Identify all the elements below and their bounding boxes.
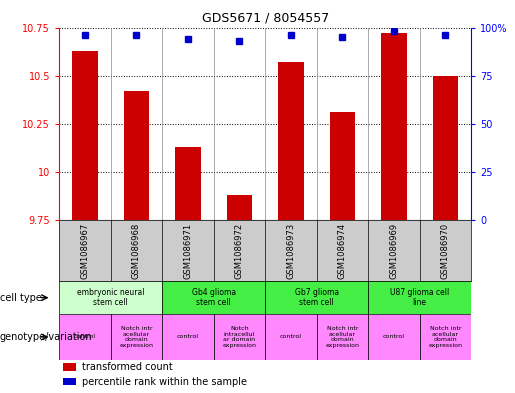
Text: control: control <box>383 334 405 340</box>
Bar <box>162 314 214 360</box>
Text: GSM1086974: GSM1086974 <box>338 222 347 279</box>
Text: control: control <box>74 334 96 340</box>
Bar <box>59 314 111 360</box>
Bar <box>368 314 420 360</box>
Bar <box>317 314 368 360</box>
Text: GSM1086970: GSM1086970 <box>441 222 450 279</box>
Text: GSM1086967: GSM1086967 <box>80 222 90 279</box>
Bar <box>124 91 149 220</box>
Text: GSM1086973: GSM1086973 <box>286 222 296 279</box>
Bar <box>381 33 407 220</box>
Bar <box>175 147 201 220</box>
Text: GSM1086968: GSM1086968 <box>132 222 141 279</box>
Text: U87 glioma cell
line: U87 glioma cell line <box>390 288 450 307</box>
Text: percentile rank within the sample: percentile rank within the sample <box>82 377 247 387</box>
Text: GSM1086969: GSM1086969 <box>389 222 399 279</box>
Bar <box>278 62 304 220</box>
Text: control: control <box>280 334 302 340</box>
Bar <box>214 314 265 360</box>
Bar <box>63 378 76 386</box>
Bar <box>162 281 265 314</box>
Bar <box>227 195 252 220</box>
Bar <box>368 281 471 314</box>
Bar <box>433 75 458 220</box>
Title: GDS5671 / 8054557: GDS5671 / 8054557 <box>201 12 329 25</box>
Bar <box>111 314 162 360</box>
Bar <box>265 314 317 360</box>
Text: transformed count: transformed count <box>82 362 173 372</box>
Text: Notch intr
acellular
domain
expression: Notch intr acellular domain expression <box>325 326 359 348</box>
Text: GSM1086971: GSM1086971 <box>183 222 193 279</box>
Text: control: control <box>177 334 199 340</box>
Text: cell type: cell type <box>0 293 42 303</box>
Text: embryonic neural
stem cell: embryonic neural stem cell <box>77 288 145 307</box>
Bar <box>265 281 368 314</box>
Bar <box>59 281 162 314</box>
Bar <box>420 314 471 360</box>
Bar <box>72 51 98 220</box>
Text: genotype/variation: genotype/variation <box>0 332 93 342</box>
Text: Gb7 glioma
stem cell: Gb7 glioma stem cell <box>295 288 339 307</box>
Bar <box>63 363 76 371</box>
Text: GSM1086972: GSM1086972 <box>235 222 244 279</box>
Text: Notch intr
acellular
domain
expression: Notch intr acellular domain expression <box>119 326 153 348</box>
Text: Notch intr
acellular
domain
expression: Notch intr acellular domain expression <box>428 326 462 348</box>
Text: Gb4 glioma
stem cell: Gb4 glioma stem cell <box>192 288 236 307</box>
Bar <box>330 112 355 220</box>
Text: Notch
intracellul
ar domain
expression: Notch intracellul ar domain expression <box>222 326 256 348</box>
